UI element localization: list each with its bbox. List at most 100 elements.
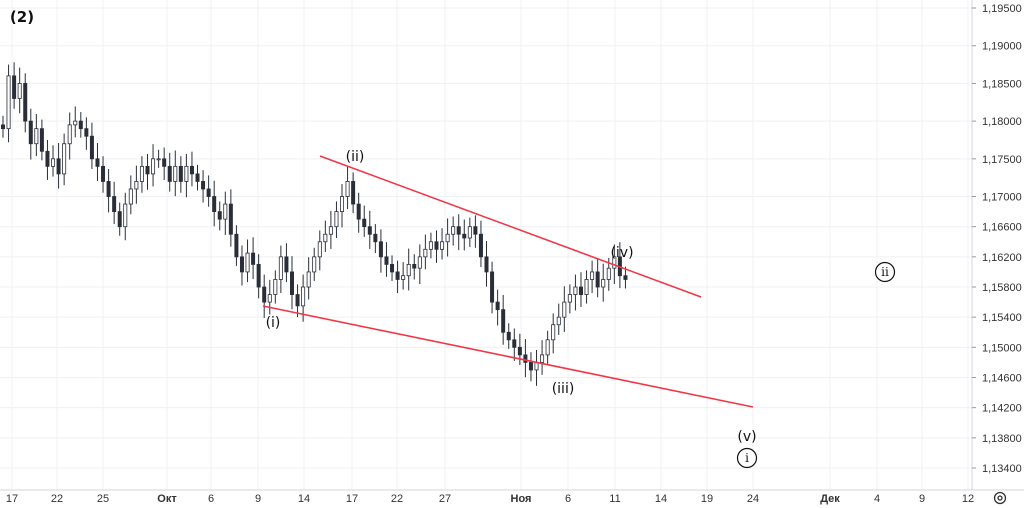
x-tick-label: Ноя <box>511 493 532 505</box>
candles <box>0 62 628 386</box>
candle <box>495 289 500 326</box>
candle <box>34 113 39 157</box>
candle <box>145 153 150 190</box>
candle <box>51 145 56 177</box>
y-tick-label: 1,17500 <box>982 154 1022 166</box>
candle <box>84 117 89 150</box>
candle <box>517 333 522 366</box>
wave-label: (v) <box>737 429 756 445</box>
y-tick-label: 1,13800 <box>982 433 1022 445</box>
candle <box>562 286 567 332</box>
candle <box>295 284 300 318</box>
x-tick-label: 25 <box>97 493 109 505</box>
candle <box>573 274 578 311</box>
y-tick-label: 1,18500 <box>982 78 1022 90</box>
candle <box>528 352 533 382</box>
candle <box>362 205 367 237</box>
candle <box>95 142 100 182</box>
candle <box>73 106 78 138</box>
candle <box>462 219 467 251</box>
candle <box>412 254 417 280</box>
x-tick-label: 19 <box>701 493 713 505</box>
candle <box>139 156 144 193</box>
candle <box>551 313 556 354</box>
svg-text:ii: ii <box>881 265 889 279</box>
candle <box>273 270 278 304</box>
candle <box>317 230 322 271</box>
candle <box>56 142 61 189</box>
x-tick-label: 6 <box>208 493 214 505</box>
trendlines <box>262 155 754 408</box>
x-tick-label: 14 <box>655 493 667 505</box>
candle <box>590 260 595 294</box>
candle <box>251 237 256 280</box>
y-tick-label: 1,13400 <box>982 463 1022 475</box>
candle <box>601 263 606 302</box>
candle <box>23 73 28 133</box>
y-tick-label: 1,19500 <box>982 3 1022 15</box>
y-tick-label: 1,15000 <box>982 342 1022 354</box>
candle <box>490 261 495 314</box>
candle <box>417 244 422 284</box>
candle <box>228 189 233 247</box>
trendline-lower[interactable] <box>262 305 754 408</box>
candle <box>106 169 111 213</box>
y-tick-label: 1,18000 <box>982 116 1022 128</box>
x-tick-label: 6 <box>565 493 571 505</box>
candle <box>384 242 389 277</box>
candle <box>345 166 350 209</box>
candle <box>484 241 489 287</box>
y-tick-label: 1,19000 <box>982 41 1022 53</box>
gear-icon[interactable] <box>993 491 1007 505</box>
x-tick-label: 17 <box>6 493 18 505</box>
candle <box>278 245 283 294</box>
candle <box>556 303 561 335</box>
candle <box>623 266 628 289</box>
candle <box>184 153 189 198</box>
y-tick-label: 1,14600 <box>982 373 1022 385</box>
candle <box>456 214 461 251</box>
candle <box>501 294 506 345</box>
candle <box>584 270 589 304</box>
candle <box>523 339 528 378</box>
candle <box>112 181 117 225</box>
candle <box>378 229 383 273</box>
candle <box>162 147 167 180</box>
y-tick-label: 1,16200 <box>982 252 1022 264</box>
candle <box>201 170 206 203</box>
candle <box>173 150 178 197</box>
y-tick-label: 1,15800 <box>982 282 1022 294</box>
candle <box>428 232 433 259</box>
candle <box>340 184 345 228</box>
wave-label: (ii) <box>346 149 365 165</box>
candle <box>0 115 6 138</box>
x-tick-label: 12 <box>962 493 974 505</box>
candle <box>117 202 122 236</box>
circled-wave-label: i <box>736 447 758 469</box>
candle <box>440 228 445 260</box>
candle <box>101 156 106 193</box>
candle <box>567 284 572 314</box>
candle <box>267 279 272 315</box>
x-tick-label: 24 <box>747 493 759 505</box>
trendline-upper[interactable] <box>319 155 702 298</box>
candle <box>323 220 328 252</box>
candle <box>206 175 211 207</box>
circled-wave-label: ii <box>874 261 896 283</box>
candle <box>39 119 44 161</box>
candle <box>67 112 72 160</box>
candle <box>306 257 311 300</box>
candle <box>156 149 161 168</box>
wave-label: (iv) <box>610 245 633 261</box>
candle <box>506 323 511 349</box>
x-tick-label: 22 <box>51 493 63 505</box>
wave-label: (iii) <box>552 381 575 397</box>
wave-label: (2) <box>10 8 34 26</box>
candle <box>217 201 222 231</box>
candle <box>478 220 483 268</box>
y-axis-ticks: 1,19500 1,19000 1,18500 1,18000 1,17500 1,170… <box>972 3 1022 475</box>
candle <box>178 156 183 193</box>
candle <box>434 230 439 263</box>
candle <box>423 234 428 270</box>
x-tick-label: 9 <box>255 493 261 505</box>
